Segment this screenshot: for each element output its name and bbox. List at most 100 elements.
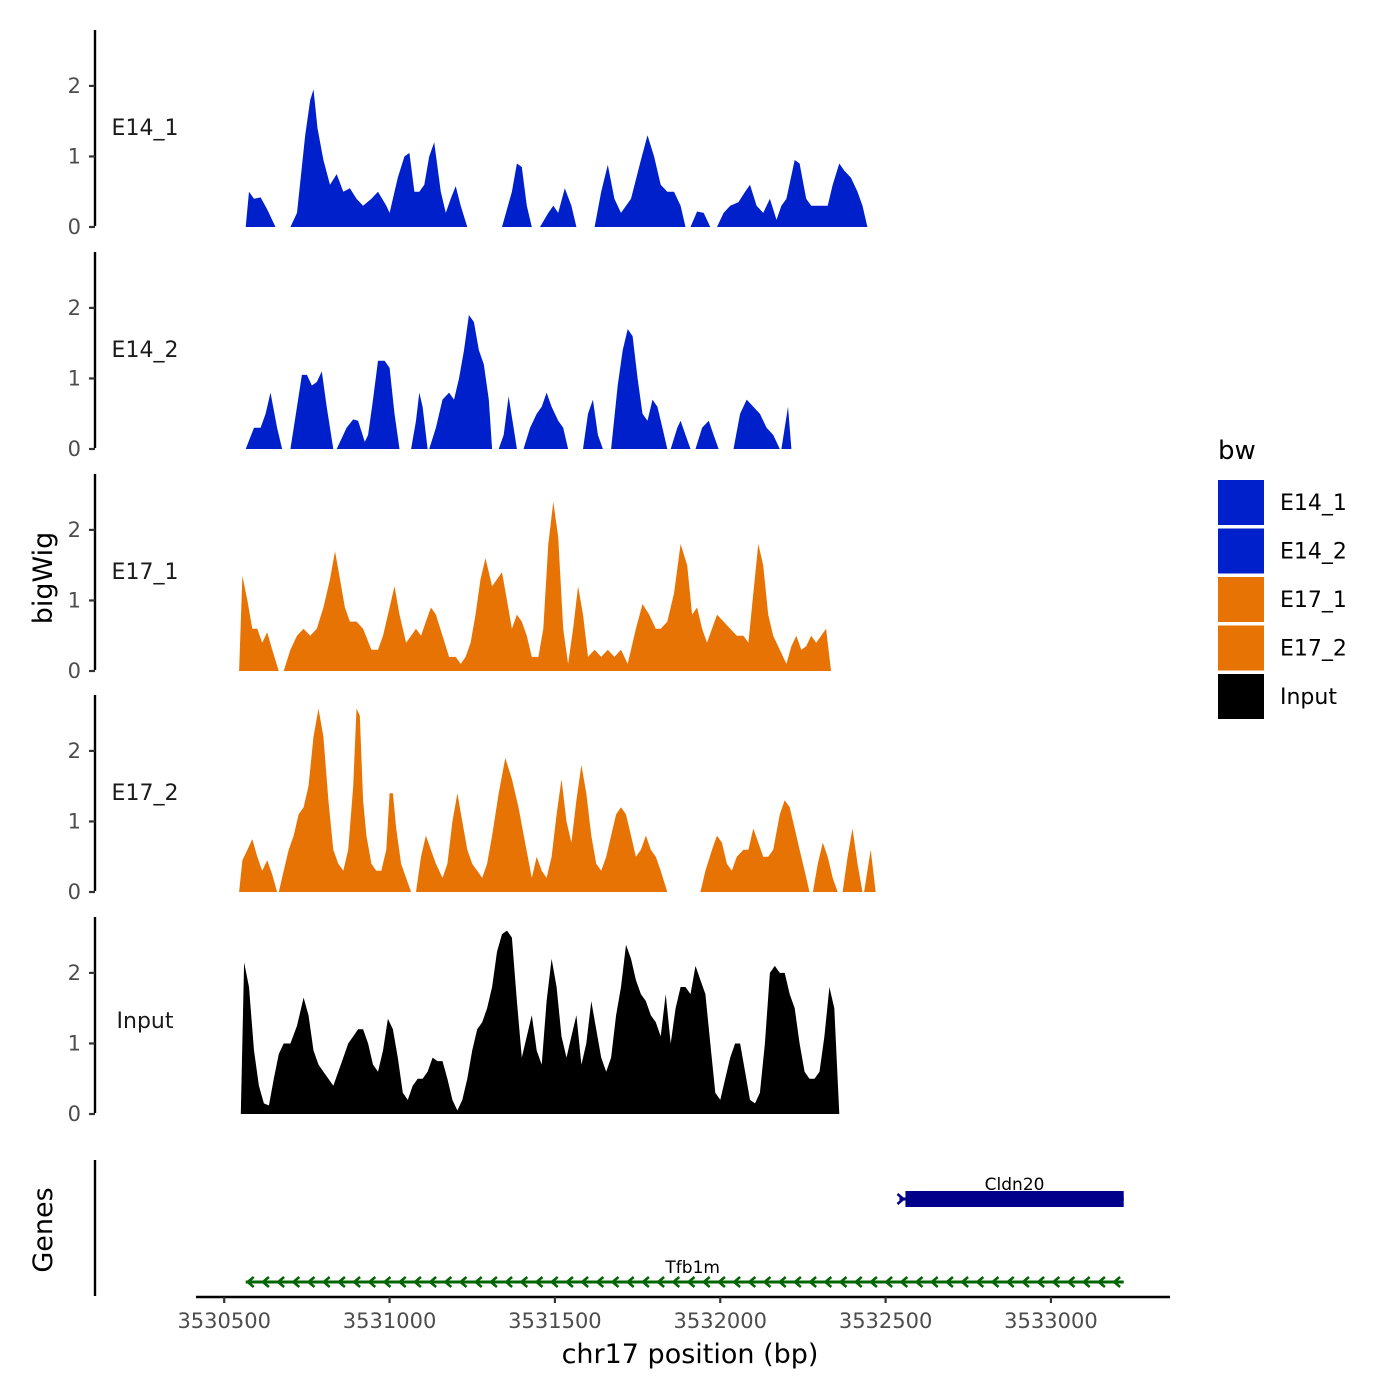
strand-arrow <box>762 1276 772 1288</box>
strand-arrow <box>367 1276 377 1288</box>
y-tick-label: 0 <box>68 215 81 239</box>
strand-arrow <box>291 1276 301 1288</box>
strand-arrow <box>1081 1276 1091 1288</box>
signal-area <box>690 211 711 227</box>
strand-arrow <box>458 1276 468 1288</box>
strand-arrow <box>1020 1276 1030 1288</box>
strand-arrow <box>580 1276 589 1288</box>
strand-arrow <box>929 1276 939 1288</box>
strand-arrow <box>838 1276 848 1288</box>
strand-arrow <box>504 1276 513 1288</box>
strand-arrow <box>671 1276 681 1288</box>
y-tick-label: 2 <box>68 739 81 763</box>
strand-arrow <box>640 1276 650 1288</box>
strand-arrow <box>823 1276 833 1288</box>
x-axis: 3530500 3531000 3531500 3532000 3532500 35330… <box>177 1295 1170 1333</box>
strand-arrow <box>896 1193 906 1205</box>
legend-item: E17_2 <box>1218 625 1347 671</box>
signal-area <box>842 828 863 892</box>
y-tick-label: 0 <box>68 880 81 904</box>
legend-label: E17_2 <box>1280 637 1347 662</box>
strand-arrow <box>868 1276 878 1288</box>
signal-area <box>594 135 686 227</box>
strand-arrow <box>1066 1276 1076 1288</box>
signal-area <box>290 371 334 449</box>
strand-arrow <box>336 1276 346 1288</box>
track-e17-2: 0 1 2 E17_2 <box>68 695 876 904</box>
gene-label: Tfb1m <box>664 1258 720 1278</box>
x-tick-label: 3530500 <box>177 1309 271 1333</box>
strand-arrow <box>321 1276 331 1288</box>
strand-arrow <box>473 1276 483 1288</box>
signal-area <box>864 849 876 892</box>
strand-arrow <box>260 1276 270 1288</box>
y-tick-label: 2 <box>68 961 81 985</box>
signal-area <box>540 188 577 227</box>
strand-arrow <box>534 1276 544 1288</box>
strand-arrow <box>412 1276 422 1288</box>
signal-area <box>781 406 792 449</box>
signal-area <box>278 708 412 892</box>
y-tick-label: 2 <box>68 74 81 98</box>
legend-label: Input <box>1280 685 1337 710</box>
track-e14-1: 0 1 2 E14_1 <box>68 30 868 239</box>
signal-area <box>502 163 532 227</box>
track-input: 0 1 2 Input <box>68 917 840 1126</box>
track-label: E14_1 <box>112 116 179 141</box>
strand-arrow <box>1051 1276 1061 1288</box>
strand-arrow <box>610 1276 620 1288</box>
legend-swatch <box>1218 480 1264 525</box>
track-e17-1: 0 1 2 E17_1 <box>68 474 831 683</box>
y-tick-label: 0 <box>68 1102 81 1126</box>
track-label: E14_2 <box>112 338 179 363</box>
strand-arrow <box>1112 1276 1121 1288</box>
strand-arrow <box>1096 1276 1106 1288</box>
track-label: Input <box>117 1009 174 1034</box>
strand-arrow <box>792 1276 802 1288</box>
strand-arrow <box>382 1276 392 1288</box>
signal-area <box>670 420 691 449</box>
strand-arrow <box>549 1276 559 1288</box>
track-label: E17_1 <box>112 560 179 585</box>
signal-area <box>717 160 868 227</box>
strand-arrow <box>656 1276 665 1288</box>
legend-label: E14_1 <box>1280 491 1347 516</box>
y-tick-label: 2 <box>68 518 81 542</box>
y-tick-label: 1 <box>68 809 81 833</box>
strand-arrow <box>397 1276 407 1288</box>
signal-area <box>245 392 283 449</box>
strand-arrow <box>884 1276 893 1288</box>
strand-arrow <box>352 1276 361 1288</box>
genes-axis-title: Genes <box>28 1187 59 1272</box>
legend-title: bw <box>1218 436 1256 466</box>
signal-area <box>239 839 278 892</box>
signal-area <box>290 89 468 228</box>
strand-arrow <box>914 1276 924 1288</box>
strand-arrow <box>944 1276 954 1288</box>
y-tick-label: 1 <box>68 144 81 168</box>
signal-area <box>700 800 810 892</box>
legend-label: E14_2 <box>1280 540 1347 565</box>
y-axis-title: bigWig <box>28 532 59 625</box>
strand-arrow <box>808 1276 817 1288</box>
strand-arrow <box>686 1276 696 1288</box>
y-tick-label: 0 <box>68 437 81 461</box>
signal-tracks: 0 1 2 E14_1 0 1 2 E14_2 0 1 2 E17_1 0 1 2 E17_2 0 1 2 Input <box>68 30 876 1126</box>
x-tick-label: 3531000 <box>343 1309 437 1333</box>
gene-exon <box>905 1191 1124 1207</box>
signal-area <box>416 758 668 892</box>
signal-area <box>411 392 428 449</box>
gene-tfb1m: Tfb1m <box>245 1258 1124 1288</box>
x-tick-label: 3532000 <box>673 1309 767 1333</box>
legend-item: E14_1 <box>1218 480 1347 525</box>
x-tick-label: 3533000 <box>1004 1309 1098 1333</box>
signal-area <box>523 392 569 449</box>
strand-arrow <box>625 1276 635 1288</box>
y-tick-label: 1 <box>68 1031 81 1055</box>
gene-label: Cldn20 <box>985 1175 1045 1195</box>
track-label: E17_2 <box>112 781 179 806</box>
signal-area <box>245 191 276 227</box>
signal-area <box>583 399 603 449</box>
signal-area <box>283 501 831 671</box>
